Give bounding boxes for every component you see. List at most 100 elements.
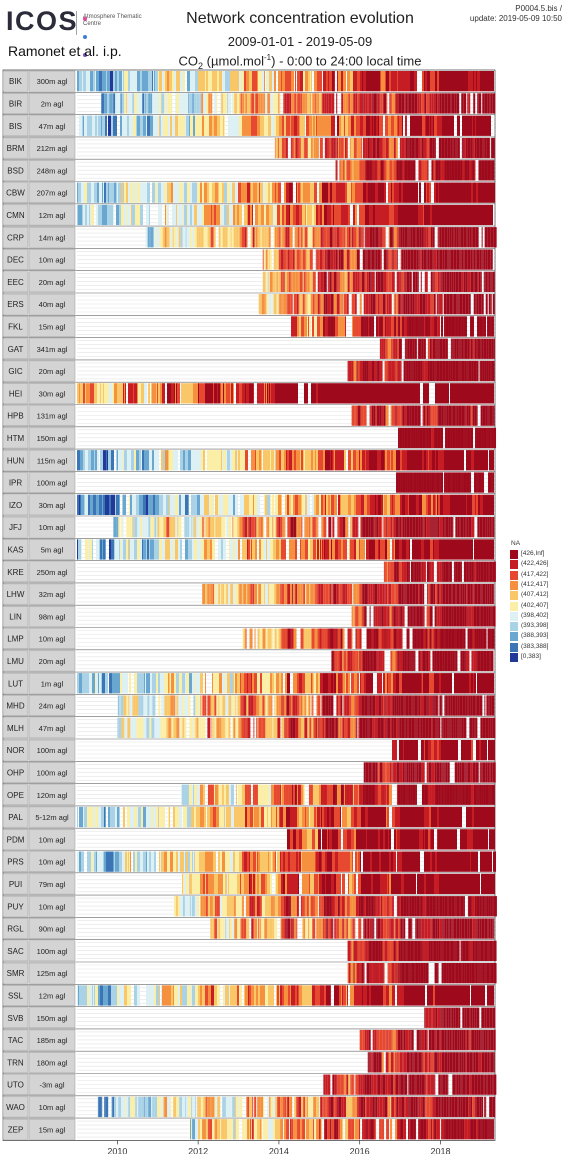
data-stripe: [301, 539, 304, 560]
data-stripe: [456, 294, 458, 315]
data-stripe: [398, 160, 400, 181]
data-stripe: [107, 93, 110, 114]
data-stripe: [428, 762, 432, 783]
data-stripe: [166, 717, 169, 738]
data-stripe: [87, 851, 90, 872]
data-stripe: [391, 606, 393, 627]
data-stripe: [186, 695, 189, 716]
data-stripe: [383, 249, 387, 270]
data-stripe: [456, 249, 460, 270]
data-stripe: [446, 160, 450, 181]
data-stripe: [208, 227, 211, 248]
data-stripe: [266, 539, 267, 560]
data-stripe: [443, 606, 446, 627]
data-stripe: [308, 517, 310, 538]
data-stripe: [394, 316, 397, 337]
data-stripe: [262, 249, 264, 270]
data-stripe: [233, 539, 235, 560]
data-stripe: [391, 115, 394, 136]
data-stripe: [119, 204, 121, 226]
data-stripe: [337, 71, 338, 92]
data-stripe: [355, 628, 357, 649]
data-stripe: [290, 851, 293, 872]
data-stripe: [227, 450, 230, 471]
data-stripe: [373, 383, 376, 404]
data-stripe: [218, 227, 221, 248]
data-stripe: [436, 294, 439, 315]
data-stripe: [231, 227, 234, 248]
data-stripe: [295, 695, 298, 716]
data-stripe: [296, 829, 299, 850]
data-stripe: [189, 115, 190, 136]
data-stripe: [205, 583, 208, 605]
data-stripe: [105, 806, 106, 828]
data-stripe: [480, 539, 481, 560]
data-stripe: [385, 316, 387, 337]
data-stripe: [373, 405, 376, 426]
data-stripe: [122, 450, 123, 471]
data-stripe: [83, 204, 85, 226]
data-stripe: [112, 494, 115, 515]
data-stripe: [152, 673, 155, 694]
data-stripe: [305, 249, 307, 270]
data-stripe: [408, 673, 411, 694]
data-stripe: [142, 450, 144, 471]
data-stripe: [249, 784, 251, 805]
data-stripe: [418, 806, 419, 828]
data-stripe: [440, 160, 442, 181]
data-stripe: [393, 494, 395, 515]
data-stripe: [405, 338, 407, 359]
data-stripe: [140, 450, 141, 471]
data-stripe: [455, 650, 458, 672]
data-stripe: [457, 561, 461, 582]
data-stripe: [132, 93, 135, 114]
data-stripe: [392, 606, 394, 627]
data-stripe: [120, 695, 124, 716]
data-stripe: [177, 695, 179, 716]
data-stripe: [334, 204, 336, 226]
data-stripe: [395, 405, 397, 426]
data-stripe: [309, 873, 310, 895]
data-stripe: [451, 606, 454, 627]
data-stripe: [469, 427, 471, 449]
data-stripe: [198, 227, 201, 248]
data-stripe: [254, 628, 256, 649]
data-stripe: [300, 517, 302, 538]
data-stripe: [108, 806, 110, 828]
data-stripe: [479, 606, 481, 627]
data-stripe: [277, 717, 281, 738]
data-stripe: [390, 405, 392, 426]
data-stripe: [396, 182, 399, 203]
data-stripe: [401, 204, 404, 226]
data-stripe: [419, 427, 423, 449]
data-stripe: [419, 806, 421, 828]
data-stripe: [428, 583, 431, 605]
data-stripe: [356, 650, 359, 672]
data-stripe: [358, 650, 360, 672]
data-stripe: [143, 695, 147, 716]
data-stripe: [467, 628, 470, 649]
data-stripe: [176, 71, 177, 92]
data-stripe: [422, 405, 424, 426]
data-stripe: [156, 806, 158, 828]
data-stripe: [418, 851, 420, 872]
data-stripe: [259, 182, 260, 203]
data-stripe: [470, 762, 473, 783]
data-stripe: [290, 806, 291, 828]
data-stripe: [315, 93, 317, 114]
data-stripe: [442, 650, 445, 672]
data-stripe: [458, 717, 460, 738]
data-stripe: [417, 717, 420, 738]
data-stripe: [410, 740, 414, 761]
data-stripe: [247, 517, 249, 538]
data-stripe: [243, 583, 247, 605]
data-stripe: [317, 695, 321, 716]
data-stripe: [461, 450, 464, 471]
data-stripe: [488, 494, 490, 515]
data-stripe: [212, 673, 213, 694]
data-stripe: [452, 851, 455, 872]
data-stripe: [398, 360, 401, 382]
data-stripe: [344, 115, 345, 136]
data-stripe: [340, 784, 344, 805]
data-stripe: [148, 517, 151, 538]
